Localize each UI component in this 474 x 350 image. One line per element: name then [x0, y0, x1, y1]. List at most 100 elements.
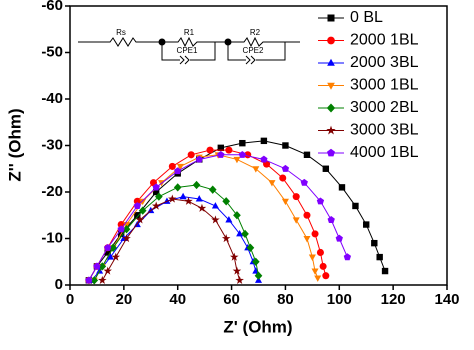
node: [158, 38, 166, 46]
data-point: [260, 137, 268, 145]
y-axis-label: Z'' (Ohm): [5, 108, 24, 181]
y-tick-label: -40: [41, 90, 63, 107]
legend-marker: [327, 58, 335, 66]
x-tick-label: 80: [277, 291, 294, 308]
data-point: [233, 211, 241, 220]
y-tick-label: 0: [55, 276, 63, 293]
data-point: [303, 211, 311, 219]
data-point: [184, 196, 193, 205]
cpe-symbols: [179, 55, 256, 65]
data-point: [327, 216, 335, 224]
x-tick-label: 40: [169, 291, 186, 308]
data-point: [221, 234, 231, 243]
data-point: [322, 272, 330, 280]
data-point: [134, 212, 141, 219]
data-point: [281, 164, 290, 172]
data-point: [85, 276, 93, 284]
circuit-inset: [78, 36, 300, 65]
data-point: [208, 185, 217, 194]
y-tick-label: -10: [41, 229, 63, 246]
data-point: [90, 276, 99, 285]
data-point: [303, 235, 311, 243]
inset-label: Rs: [116, 28, 126, 37]
x-tick-label: 0: [66, 291, 74, 308]
legend-label: 3000 2BL: [350, 99, 419, 116]
data-point: [311, 268, 319, 275]
data-point: [197, 203, 207, 212]
legend-marker: [327, 14, 335, 22]
data-point: [279, 174, 287, 182]
data-point: [133, 202, 141, 210]
data-point: [195, 155, 203, 163]
data-point: [251, 257, 260, 266]
data-point: [311, 230, 319, 238]
data-point: [168, 162, 176, 170]
data-point: [316, 248, 324, 256]
data-point: [381, 267, 389, 275]
data-point: [352, 202, 359, 210]
data-point: [217, 150, 225, 158]
data-point: [192, 180, 201, 190]
data-point: [168, 194, 177, 203]
data-point: [241, 229, 249, 239]
data-point: [343, 253, 352, 261]
data-point: [122, 225, 131, 234]
series-line: [101, 198, 241, 281]
data-point: [206, 146, 214, 154]
data-point: [246, 243, 255, 252]
data-point: [135, 215, 145, 224]
data-point: [98, 262, 107, 271]
data-point: [238, 150, 246, 158]
y-tick-label: -50: [41, 43, 63, 60]
data-point: [109, 243, 117, 252]
node: [224, 38, 232, 46]
data-point: [174, 167, 182, 175]
data-point: [303, 151, 311, 158]
data-point: [300, 178, 308, 186]
legend-label: 4000 1BL: [350, 144, 419, 161]
data-point: [376, 253, 383, 261]
data-point: [239, 139, 246, 147]
data-point: [111, 252, 121, 261]
legend-marker: [327, 148, 335, 157]
data-point: [93, 262, 101, 270]
data-point: [335, 234, 343, 242]
inset-label: R1: [184, 28, 195, 37]
data-point: [176, 163, 184, 171]
data-point: [138, 206, 147, 215]
data-point: [98, 275, 107, 284]
data-point: [268, 180, 276, 187]
x-tick-label: 60: [223, 291, 240, 308]
data-point: [173, 183, 182, 192]
legend-marker: [327, 36, 335, 45]
data-point: [314, 275, 322, 282]
y-tick-label: -20: [41, 183, 63, 200]
data-point: [260, 155, 268, 163]
series-line: [93, 154, 319, 281]
legend-label: 2000 3BL: [350, 54, 419, 71]
legend-label: 3000 1BL: [350, 77, 419, 94]
data-point: [235, 275, 244, 284]
data-point: [232, 266, 242, 275]
y-tick-label: -30: [41, 136, 63, 153]
data-point: [225, 146, 233, 154]
data-point: [139, 198, 147, 206]
data-point: [122, 234, 131, 243]
data-point: [254, 271, 263, 280]
data-point: [103, 266, 112, 275]
inset-label: CPE2: [243, 46, 264, 55]
data-point: [222, 197, 231, 206]
legend-marker: [327, 82, 335, 90]
y-tick-label: -60: [41, 0, 63, 14]
x-tick-label: 100: [327, 291, 352, 308]
data-point: [155, 192, 163, 201]
data-point: [281, 198, 289, 206]
data-point: [371, 239, 378, 247]
data-point: [319, 262, 327, 270]
data-point: [363, 221, 370, 228]
data-point: [236, 230, 244, 237]
data-point: [211, 215, 220, 224]
legend-marker: [326, 125, 336, 135]
data-point: [252, 166, 260, 173]
